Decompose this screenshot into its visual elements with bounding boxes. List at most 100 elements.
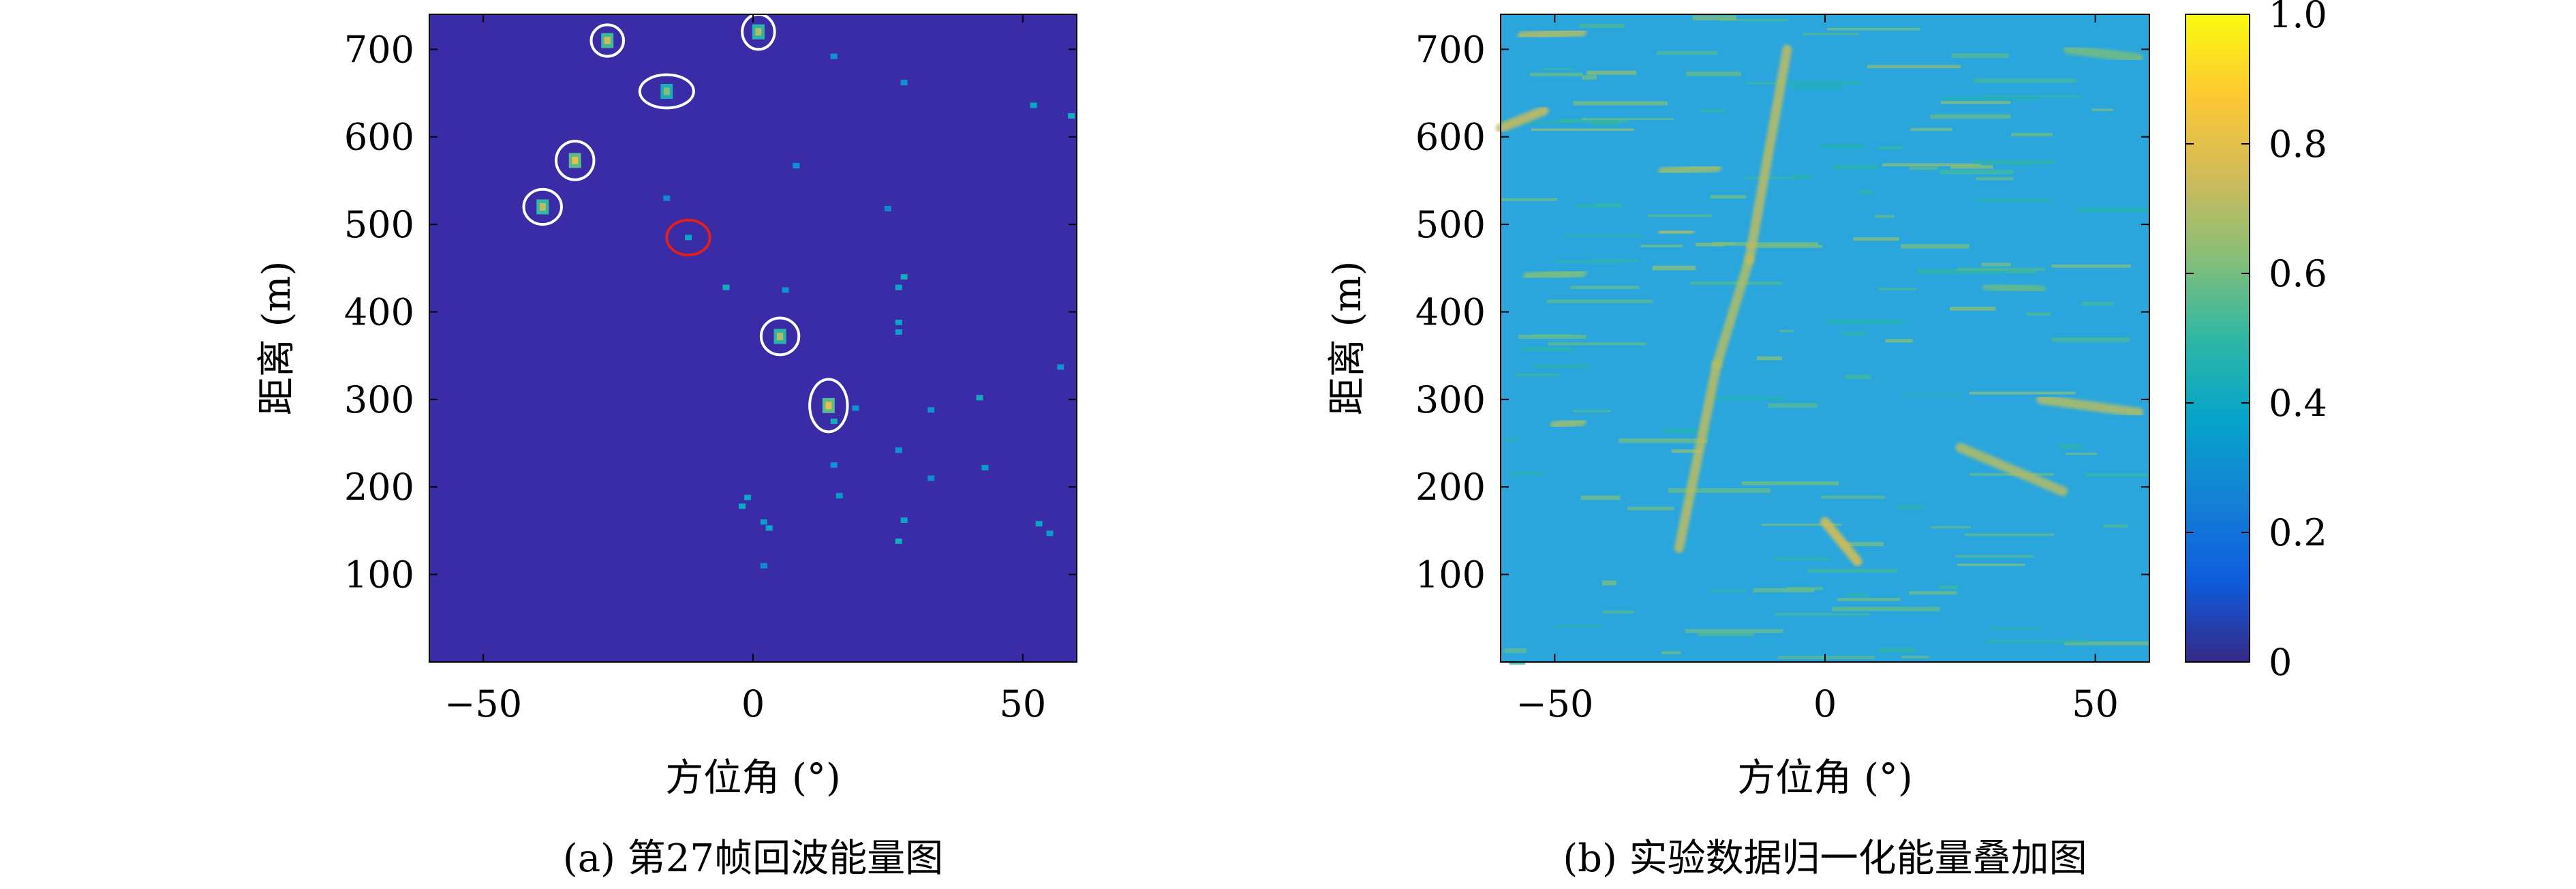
- energy-streak: [1517, 27, 1586, 42]
- texture-band: [1548, 342, 1646, 346]
- texture-band: [1777, 656, 1875, 659]
- speckle: [835, 493, 843, 499]
- colorbar-tick-label: 0.6: [2269, 252, 2327, 295]
- colorbar-tick-label: 0.8: [2269, 123, 2327, 166]
- texture-band: [1746, 245, 1823, 248]
- texture-band: [1902, 394, 1963, 397]
- texture-band: [1753, 588, 1815, 592]
- texture-band: [1522, 347, 1573, 352]
- panel-a-caption: (a) 第27帧回波能量图: [563, 837, 943, 881]
- texture-band: [1775, 557, 1830, 560]
- y-tick-label: 300: [344, 378, 414, 421]
- energy-streak: [1658, 226, 1695, 238]
- speckle: [895, 284, 902, 290]
- texture-band: [1690, 281, 1783, 285]
- texture-band: [1595, 203, 1623, 207]
- speckle: [782, 287, 789, 293]
- texture-band: [1696, 243, 1725, 247]
- panel-a-x-ticks: −50 0 50: [444, 14, 1046, 725]
- texture-band: [1686, 71, 1741, 76]
- speckle: [722, 284, 730, 290]
- texture-band: [1879, 648, 1917, 653]
- texture-band: [1698, 633, 1754, 637]
- speckle: [744, 494, 752, 500]
- y-tick-label: 500: [1415, 203, 1486, 246]
- y-tick-label: 100: [1415, 554, 1486, 597]
- panel-b-streaks: [1496, 27, 2144, 567]
- texture-band: [1885, 339, 1913, 343]
- panel-b-ylabel: 距离 (m): [1325, 261, 1370, 416]
- texture-band: [1503, 648, 1527, 653]
- x-tick-label: −50: [1516, 682, 1593, 725]
- texture-band: [1515, 373, 1560, 376]
- texture-band: [1832, 607, 1940, 612]
- texture-band: [1909, 591, 1957, 595]
- speckle: [895, 319, 902, 325]
- y-tick-label: 600: [344, 116, 414, 159]
- texture-band: [1988, 627, 2042, 630]
- texture-band: [1710, 195, 1747, 199]
- y-tick-label: 200: [344, 466, 414, 509]
- texture-band: [1833, 164, 1879, 170]
- speckle-core: [755, 28, 762, 36]
- texture-band: [1910, 127, 1952, 132]
- texture-band: [1974, 160, 2055, 164]
- texture-band: [1853, 237, 1899, 241]
- texture-band: [1950, 306, 1996, 311]
- colorbar-tick-label: 0: [2269, 641, 2292, 684]
- speckle: [793, 163, 800, 169]
- speckle: [1035, 521, 1043, 527]
- texture-band: [2011, 133, 2053, 137]
- texture-band: [1501, 198, 1558, 201]
- texture-band: [1827, 27, 1920, 31]
- texture-band: [1951, 53, 2009, 59]
- speckle-core: [825, 402, 832, 410]
- x-tick-label: 0: [741, 682, 765, 725]
- texture-band: [1741, 481, 1839, 485]
- texture-band: [1573, 101, 1668, 106]
- texture-band: [1747, 82, 1782, 85]
- y-tick-label: 300: [1415, 378, 1486, 421]
- texture-band: [1602, 610, 1634, 614]
- texture-band: [1776, 81, 1862, 85]
- colorbar-tick-label: 0.2: [2269, 511, 2327, 554]
- speckle: [884, 206, 891, 211]
- texture-band: [1627, 507, 1674, 511]
- speckle: [760, 562, 767, 569]
- texture-band: [1579, 23, 1625, 28]
- speckle: [852, 405, 859, 411]
- texture-band: [1837, 598, 1901, 601]
- speckle: [900, 517, 908, 524]
- speckle: [895, 447, 902, 453]
- texture-band: [1505, 438, 1521, 441]
- texture-band: [1657, 50, 1718, 55]
- speckle: [927, 475, 935, 481]
- highlighted-target-circle: [665, 218, 711, 257]
- x-tick-label: 50: [2072, 682, 2119, 725]
- texture-band: [1779, 329, 1794, 333]
- energy-streak: [1712, 254, 1754, 370]
- texture-band: [1931, 526, 1972, 529]
- speckle: [765, 525, 773, 531]
- texture-band: [1821, 496, 1886, 499]
- target-circle: [638, 73, 695, 110]
- texture-band: [1546, 299, 1653, 303]
- y-tick-label: 700: [1415, 28, 1486, 71]
- texture-band: [2103, 524, 2128, 528]
- texture-band: [1860, 190, 1874, 195]
- texture-band: [1591, 259, 1640, 262]
- speckle: [900, 274, 908, 280]
- texture-band: [1957, 563, 2025, 567]
- speckle: [830, 462, 838, 468]
- texture-band: [2005, 270, 2036, 274]
- y-tick-label: 400: [1415, 290, 1486, 333]
- texture-band: [1826, 319, 1905, 324]
- texture-band: [1901, 244, 1969, 249]
- texture-band: [1841, 542, 1884, 547]
- target-circle: [589, 23, 625, 58]
- texture-band: [1576, 204, 1601, 207]
- panel-a-plot-area: [429, 14, 1077, 662]
- texture-band: [1710, 589, 1747, 592]
- speckle-core: [572, 156, 579, 164]
